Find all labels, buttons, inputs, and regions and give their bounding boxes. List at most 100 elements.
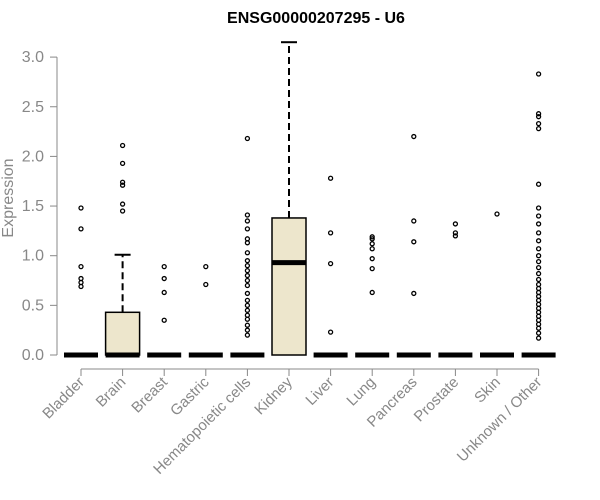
outlier-point — [369, 246, 375, 252]
outlier-point — [78, 205, 84, 211]
box-group-pancreas — [396, 133, 431, 358]
outlier-point — [161, 317, 167, 323]
outlier-point — [535, 281, 542, 288]
box-group-breast — [147, 263, 182, 358]
outlier-point — [244, 297, 251, 304]
outlier-point — [535, 270, 542, 277]
box-body — [271, 217, 307, 356]
outlier-point — [452, 233, 459, 239]
x-tick-label: Breast — [128, 373, 171, 416]
x-tick-label: Brain — [93, 374, 130, 411]
box-group-gastric — [188, 263, 223, 358]
outlier-point — [244, 290, 251, 297]
outlier-point — [535, 71, 542, 77]
outlier-point — [535, 114, 542, 120]
outlier-point — [535, 230, 542, 236]
plot-area — [64, 41, 556, 358]
outlier-point — [369, 256, 375, 262]
x-tick-label: Lung — [343, 374, 379, 410]
outlier-point — [369, 234, 375, 240]
y-tick-label: 1.0 — [22, 248, 44, 265]
x-tick-label: Liver — [302, 374, 337, 409]
outlier-point — [244, 226, 251, 232]
outlier-point — [244, 282, 251, 289]
outlier-point — [411, 218, 417, 224]
outlier-point — [244, 312, 251, 318]
chart-title: ENSG00000207295 - U6 — [227, 10, 405, 27]
outlier-point — [535, 221, 542, 227]
outlier-point — [411, 290, 417, 297]
outlier-point — [78, 226, 84, 232]
box-group-kidney — [271, 41, 307, 356]
outlier-point — [535, 205, 542, 211]
outlier-point — [203, 263, 209, 270]
outlier-point — [452, 230, 459, 236]
box-body — [104, 311, 141, 356]
x-tick-label: Kidney — [251, 373, 296, 418]
x-tick-label: Prostate — [411, 374, 463, 426]
outlier-point — [244, 277, 251, 284]
box-group-brain — [104, 142, 141, 358]
outlier-point — [411, 133, 417, 140]
outlier-point — [369, 236, 375, 242]
outlier-point — [369, 265, 375, 272]
outlier-point — [244, 212, 251, 218]
outlier-point — [244, 322, 251, 328]
outlier-point — [327, 260, 334, 267]
outlier-point — [535, 330, 542, 336]
outlier-point — [535, 120, 542, 127]
outlier-point — [535, 238, 542, 244]
x-tick-label: Bladder — [39, 374, 88, 423]
outlier-point — [535, 253, 542, 259]
y-axis: 0.0 0.5 1.0 1.5 2.0 2.5 3.0 — [22, 49, 58, 364]
y-tick-label: 0.0 — [22, 347, 44, 364]
outlier-point — [535, 259, 542, 265]
outlier-point — [535, 335, 542, 341]
outlier-point — [161, 263, 167, 270]
box-group-lung — [355, 234, 390, 358]
outlier-point — [244, 262, 251, 269]
box-group-bladder — [64, 205, 98, 358]
outlier-point — [119, 179, 126, 185]
outlier-point — [327, 230, 334, 236]
outlier-point — [411, 239, 417, 245]
outlier-point — [161, 275, 167, 282]
box-group-unknown-other — [521, 71, 556, 358]
box-group-hematopoietic-cells — [230, 135, 265, 358]
outlier-point — [244, 302, 251, 309]
outlier-point — [119, 182, 126, 188]
outlier-point — [78, 275, 84, 282]
outlier-point — [244, 267, 251, 274]
outlier-point — [494, 211, 500, 217]
outlier-point — [244, 332, 251, 338]
outlier-point — [535, 111, 542, 117]
outlier-point — [369, 241, 375, 247]
outlier-point — [535, 264, 542, 271]
x-tick-label: Skin — [471, 374, 504, 407]
outlier-point — [244, 236, 251, 242]
outlier-point — [119, 201, 126, 207]
y-axis-label: Expression — [0, 158, 17, 237]
outlier-point — [244, 250, 251, 256]
outlier-point — [535, 246, 542, 252]
box-group-skin — [480, 211, 514, 358]
outlier-point — [244, 135, 251, 142]
outlier-point — [327, 329, 334, 335]
outlier-point — [119, 208, 126, 214]
outlier-point — [327, 175, 334, 181]
outlier-point — [203, 281, 209, 288]
box-group-liver — [313, 175, 348, 358]
outlier-point — [535, 181, 542, 187]
outlier-point — [535, 213, 542, 219]
y-tick-label: 2.5 — [22, 99, 44, 116]
outlier-point — [119, 160, 126, 167]
outlier-point — [78, 263, 84, 270]
outlier-point — [452, 221, 459, 227]
y-tick-label: 0.5 — [22, 297, 44, 314]
outlier-point — [244, 327, 251, 333]
outlier-point — [119, 142, 126, 149]
outlier-point — [535, 125, 542, 132]
outlier-point — [369, 289, 375, 296]
